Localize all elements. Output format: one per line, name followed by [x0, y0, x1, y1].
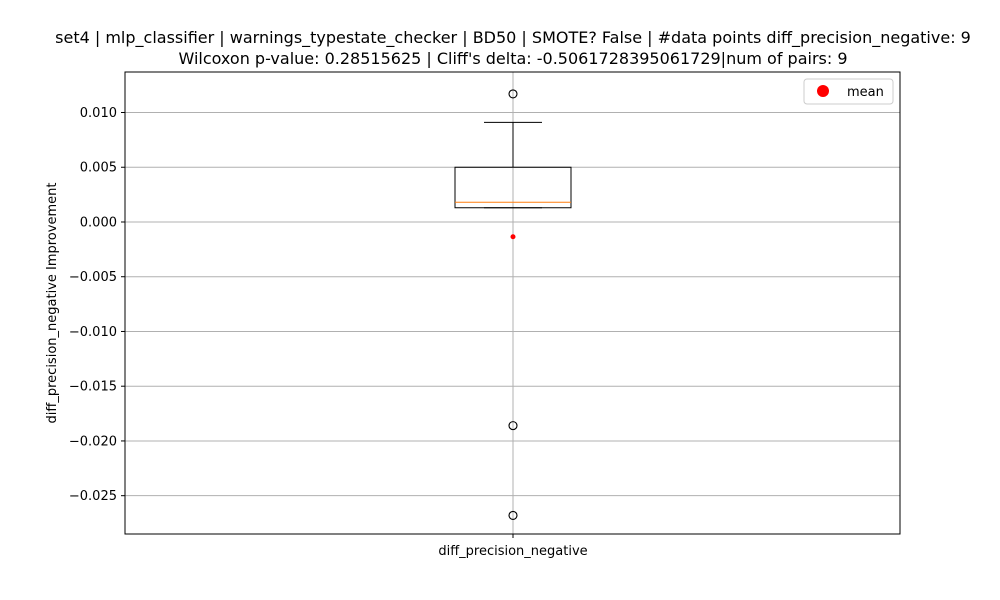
- chart-title: set4 | mlp_classifier | warnings_typesta…: [55, 28, 971, 48]
- legend-mean-marker: [817, 85, 829, 97]
- mean-marker: [510, 234, 516, 240]
- x-tick-label: diff_precision_negative: [438, 544, 587, 559]
- legend-mean-label: mean: [847, 85, 884, 100]
- legend: mean: [803, 78, 894, 105]
- y-tick-label: −0.020: [69, 434, 117, 449]
- chart-subtitle: Wilcoxon p-value: 0.28515625 | Cliff's d…: [178, 49, 847, 68]
- box-plot: [454, 89, 572, 520]
- y-tick-label: −0.010: [69, 325, 117, 340]
- y-axis-ticks: 0.010 0.005 0.000 −0.005 −0.010 −0.015 −0.020 −…: [69, 106, 125, 504]
- outlier-point: [508, 421, 518, 431]
- y-tick-label: 0.010: [80, 106, 117, 121]
- y-tick-label: −0.015: [69, 380, 117, 395]
- y-tick-label: −0.005: [69, 270, 117, 285]
- iqr-box: [454, 166, 572, 209]
- y-axis-label: diff_precision_negative Improvement: [45, 183, 60, 424]
- y-tick-label: −0.025: [69, 489, 117, 504]
- legend-frame: [803, 78, 894, 105]
- outlier-point: [508, 510, 518, 520]
- outlier-point: [508, 89, 518, 99]
- y-tick-label: 0.000: [80, 215, 117, 230]
- y-tick-label: 0.005: [80, 161, 117, 176]
